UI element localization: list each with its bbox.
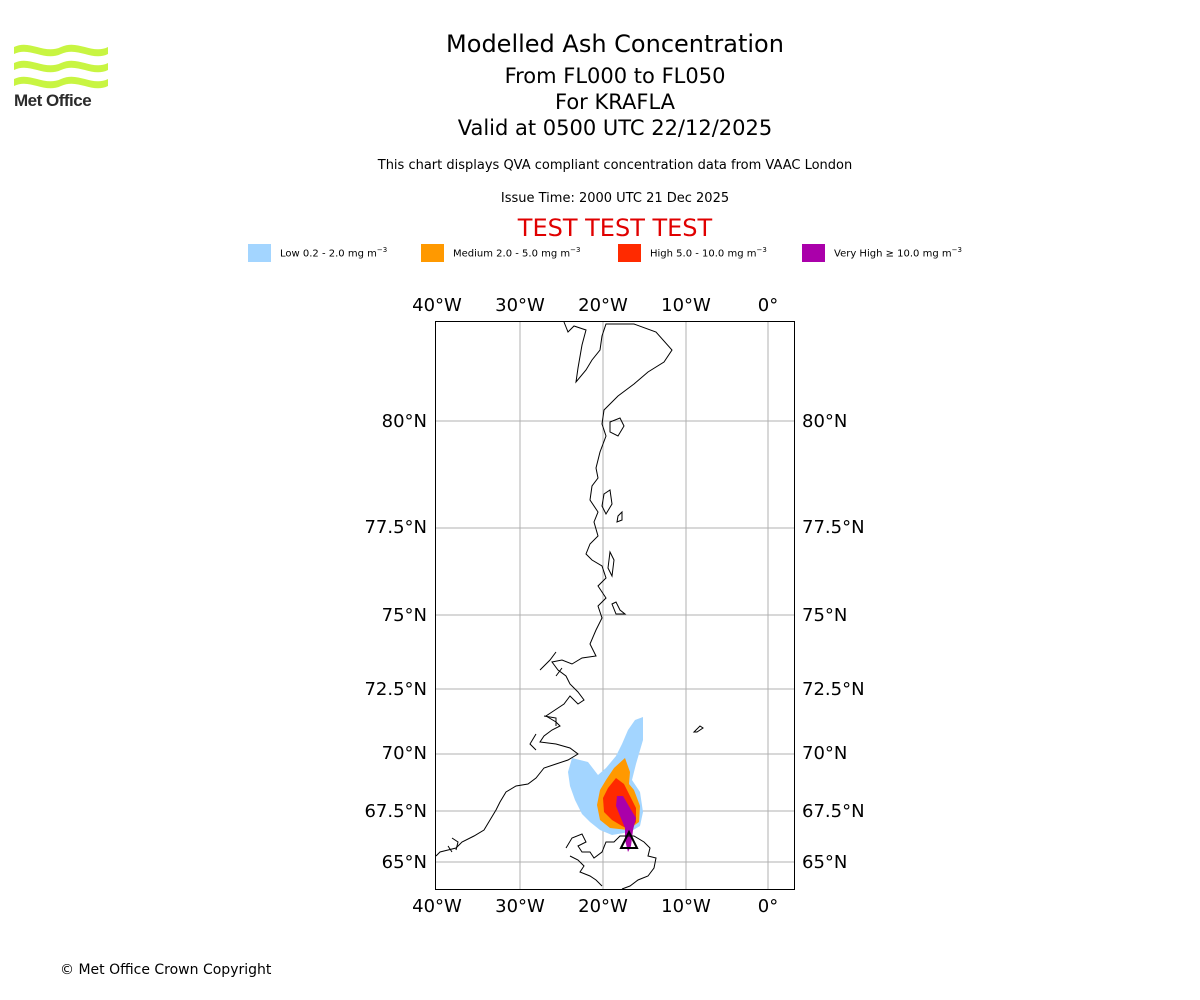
coast-island-1 bbox=[609, 417, 625, 437]
lon-tick-bottom-30w: 30°W bbox=[495, 896, 545, 917]
lon-tick-top-30w: 30°W bbox=[495, 295, 545, 316]
copyright: © Met Office Crown Copyright bbox=[60, 962, 272, 978]
volcano-name: For KRAFLA bbox=[555, 90, 675, 114]
lat-tick-left-80n: 80°N bbox=[382, 411, 427, 432]
legend-label-very-high: Very High ≥ 10.0 mg m−3 bbox=[834, 246, 962, 260]
legend-label-medium: Medium 2.0 - 5.0 mg m−3 bbox=[453, 246, 581, 260]
lon-tick-top-40w: 40°W bbox=[412, 295, 462, 316]
legend-swatch-high bbox=[618, 244, 641, 262]
legend-item-medium: Medium 2.0 - 5.0 mg m−3 bbox=[421, 244, 580, 262]
logo-wave-1 bbox=[14, 44, 108, 57]
logo-text: Met Office bbox=[14, 91, 92, 110]
legend-item-low: Low 0.2 - 2.0 mg m−3 bbox=[248, 244, 387, 262]
coast-island-4 bbox=[607, 550, 615, 578]
legend-item-high: High 5.0 - 10.0 mg m−3 bbox=[618, 244, 767, 262]
lat-tick-right-80n: 80°N bbox=[802, 411, 847, 432]
coast-island-5 bbox=[611, 601, 627, 615]
map-grid bbox=[436, 322, 794, 889]
legend-swatch-medium bbox=[421, 244, 444, 262]
lon-tick-top-20w: 20°W bbox=[578, 295, 628, 316]
lon-tick-top-10w: 10°W bbox=[661, 295, 711, 316]
lat-tick-left-67-5n: 67.5°N bbox=[364, 801, 427, 822]
lat-tick-right-72-5n: 72.5°N bbox=[802, 679, 865, 700]
lon-tick-bottom-40w: 40°W bbox=[412, 896, 462, 917]
map-frame bbox=[435, 321, 795, 890]
coast-greenland-east bbox=[435, 321, 673, 857]
coast-fjord-scoresby bbox=[529, 651, 563, 751]
lat-tick-left-65n: 65°N bbox=[382, 852, 427, 873]
lat-tick-left-70n: 70°N bbox=[382, 743, 427, 764]
lon-tick-top-0: 0° bbox=[758, 295, 778, 316]
valid-time: Valid at 0500 UTC 22/12/2025 bbox=[457, 116, 773, 140]
qva-note: This chart displays QVA compliant concen… bbox=[377, 158, 853, 173]
coastlines bbox=[435, 321, 704, 890]
legend-label-high: High 5.0 - 10.0 mg m−3 bbox=[650, 246, 767, 260]
coast-jan-mayen bbox=[692, 725, 704, 733]
legend-label-low: Low 0.2 - 2.0 mg m−3 bbox=[280, 246, 388, 260]
lat-tick-right-77-5n: 77.5°N bbox=[802, 517, 865, 538]
legend-swatch-very-high bbox=[802, 244, 825, 262]
coast-island-3 bbox=[616, 510, 623, 523]
lat-tick-left-75n: 75°N bbox=[382, 605, 427, 626]
chart-title: Modelled Ash Concentration bbox=[446, 30, 784, 58]
lat-tick-right-75n: 75°N bbox=[802, 605, 847, 626]
legend-swatch-low bbox=[248, 244, 271, 262]
volcano-marker-icon bbox=[619, 829, 639, 849]
issue-time: Issue Time: 2000 UTC 21 Dec 2025 bbox=[500, 191, 730, 206]
coast-island-2 bbox=[601, 489, 613, 516]
lat-tick-right-65n: 65°N bbox=[802, 852, 847, 873]
lat-tick-right-70n: 70°N bbox=[802, 743, 847, 764]
legend-item-very-high: Very High ≥ 10.0 mg m−3 bbox=[802, 244, 962, 262]
logo-wave-3 bbox=[14, 76, 108, 89]
coast-iceland bbox=[565, 833, 657, 890]
lon-tick-bottom-20w: 20°W bbox=[578, 896, 628, 917]
test-banner: TEST TEST TEST bbox=[517, 214, 713, 242]
logo-wave-2 bbox=[14, 60, 108, 73]
flight-levels: From FL000 to FL050 bbox=[504, 64, 726, 88]
met-office-logo-icon bbox=[14, 44, 108, 89]
lon-tick-bottom-10w: 10°W bbox=[661, 896, 711, 917]
lat-tick-left-72-5n: 72.5°N bbox=[364, 679, 427, 700]
lat-tick-right-67-5n: 67.5°N bbox=[802, 801, 865, 822]
lat-tick-left-77-5n: 77.5°N bbox=[364, 517, 427, 538]
coast-greenland-southeast bbox=[447, 837, 459, 853]
lon-tick-bottom-0: 0° bbox=[758, 896, 778, 917]
